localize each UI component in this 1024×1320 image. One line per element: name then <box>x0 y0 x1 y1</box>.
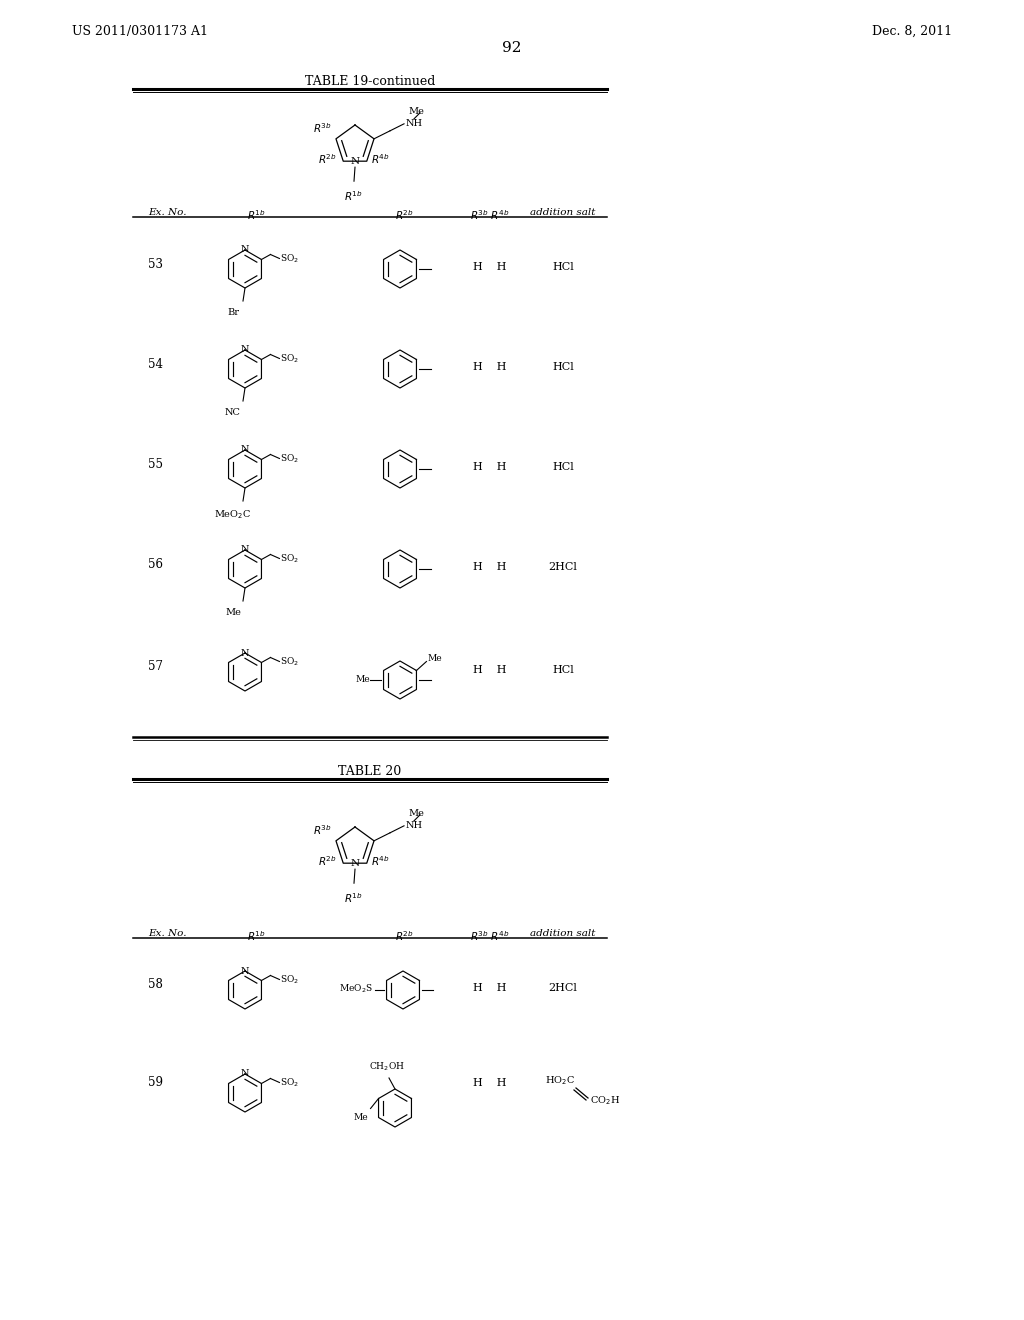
Text: SO$_2$: SO$_2$ <box>281 973 299 986</box>
Text: 92: 92 <box>502 41 522 55</box>
Text: N: N <box>241 1069 249 1078</box>
Text: SO$_2$: SO$_2$ <box>281 252 299 265</box>
Text: HCl: HCl <box>552 462 573 473</box>
Text: Me: Me <box>427 653 442 663</box>
Text: SO$_2$: SO$_2$ <box>281 352 299 364</box>
Text: H    H: H H <box>473 562 507 572</box>
Text: Me: Me <box>408 809 424 818</box>
Text: Me: Me <box>408 107 424 116</box>
Text: HCl: HCl <box>552 362 573 372</box>
Text: $R^{2b}$: $R^{2b}$ <box>318 152 337 166</box>
Text: $R^{3b}$: $R^{3b}$ <box>313 822 332 837</box>
Text: H    H: H H <box>473 462 507 473</box>
Text: addition salt: addition salt <box>530 929 596 939</box>
Text: 57: 57 <box>148 660 163 673</box>
Text: HCl: HCl <box>552 261 573 272</box>
Text: SO$_2$: SO$_2$ <box>281 655 299 668</box>
Text: N: N <box>241 446 249 454</box>
Text: $R^{4b}$: $R^{4b}$ <box>371 152 389 166</box>
Text: 53: 53 <box>148 257 163 271</box>
Text: N: N <box>241 545 249 554</box>
Text: HO$_2$C: HO$_2$C <box>545 1074 575 1088</box>
Text: H    H: H H <box>473 1078 507 1088</box>
Text: 54: 54 <box>148 358 163 371</box>
Text: US 2011/0301173 A1: US 2011/0301173 A1 <box>72 25 208 38</box>
Text: SO$_2$: SO$_2$ <box>281 1076 299 1089</box>
Text: N: N <box>241 246 249 255</box>
Text: H    H: H H <box>473 665 507 675</box>
Text: 2HCl: 2HCl <box>549 562 578 572</box>
Text: 59: 59 <box>148 1077 163 1089</box>
Text: CO$_2$H: CO$_2$H <box>590 1094 621 1107</box>
Text: N: N <box>350 157 359 166</box>
Text: $R^{4b}$: $R^{4b}$ <box>371 854 389 869</box>
Text: Ex. No.: Ex. No. <box>148 209 186 216</box>
Text: Br: Br <box>227 308 239 317</box>
Text: $R^{1b}$: $R^{1b}$ <box>344 891 362 906</box>
Text: SO$_2$: SO$_2$ <box>281 552 299 565</box>
Text: 2HCl: 2HCl <box>549 983 578 993</box>
Text: Me: Me <box>356 675 371 684</box>
Text: MeO$_2$C: MeO$_2$C <box>214 508 252 521</box>
Text: Ex. No.: Ex. No. <box>148 929 186 939</box>
Text: H    H: H H <box>473 983 507 993</box>
Text: N: N <box>241 648 249 657</box>
Text: $R^{3b}$ $R^{4b}$: $R^{3b}$ $R^{4b}$ <box>470 209 510 222</box>
Text: SO$_2$: SO$_2$ <box>281 453 299 465</box>
Text: CH$_2$OH: CH$_2$OH <box>369 1060 404 1073</box>
Text: $R^{1b}$: $R^{1b}$ <box>247 929 265 942</box>
Text: $R^{2b}$: $R^{2b}$ <box>318 854 337 869</box>
Text: 55: 55 <box>148 458 163 470</box>
Text: 58: 58 <box>148 978 163 991</box>
Text: NC: NC <box>225 408 241 417</box>
Text: H    H: H H <box>473 261 507 272</box>
Text: Me: Me <box>353 1113 368 1122</box>
Text: $R^{2b}$: $R^{2b}$ <box>394 929 414 942</box>
Text: MeO$_2$S: MeO$_2$S <box>339 983 373 995</box>
Text: NH: NH <box>407 119 423 128</box>
Text: $R^{1b}$: $R^{1b}$ <box>344 189 362 203</box>
Text: NH: NH <box>407 821 423 830</box>
Text: N: N <box>350 859 359 867</box>
Text: HCl: HCl <box>552 665 573 675</box>
Text: $R^{1b}$: $R^{1b}$ <box>247 209 265 222</box>
Text: N: N <box>241 346 249 355</box>
Text: addition salt: addition salt <box>530 209 596 216</box>
Text: $R^{3b}$: $R^{3b}$ <box>313 121 332 135</box>
Text: $R^{2b}$: $R^{2b}$ <box>394 209 414 222</box>
Text: H    H: H H <box>473 362 507 372</box>
Text: N: N <box>241 966 249 975</box>
Text: TABLE 20: TABLE 20 <box>338 766 401 777</box>
Text: $R^{3b}$ $R^{4b}$: $R^{3b}$ $R^{4b}$ <box>470 929 510 942</box>
Text: 56: 56 <box>148 557 163 570</box>
Text: Dec. 8, 2011: Dec. 8, 2011 <box>871 25 952 38</box>
Text: Me: Me <box>225 609 241 616</box>
Text: TABLE 19-continued: TABLE 19-continued <box>305 75 435 88</box>
